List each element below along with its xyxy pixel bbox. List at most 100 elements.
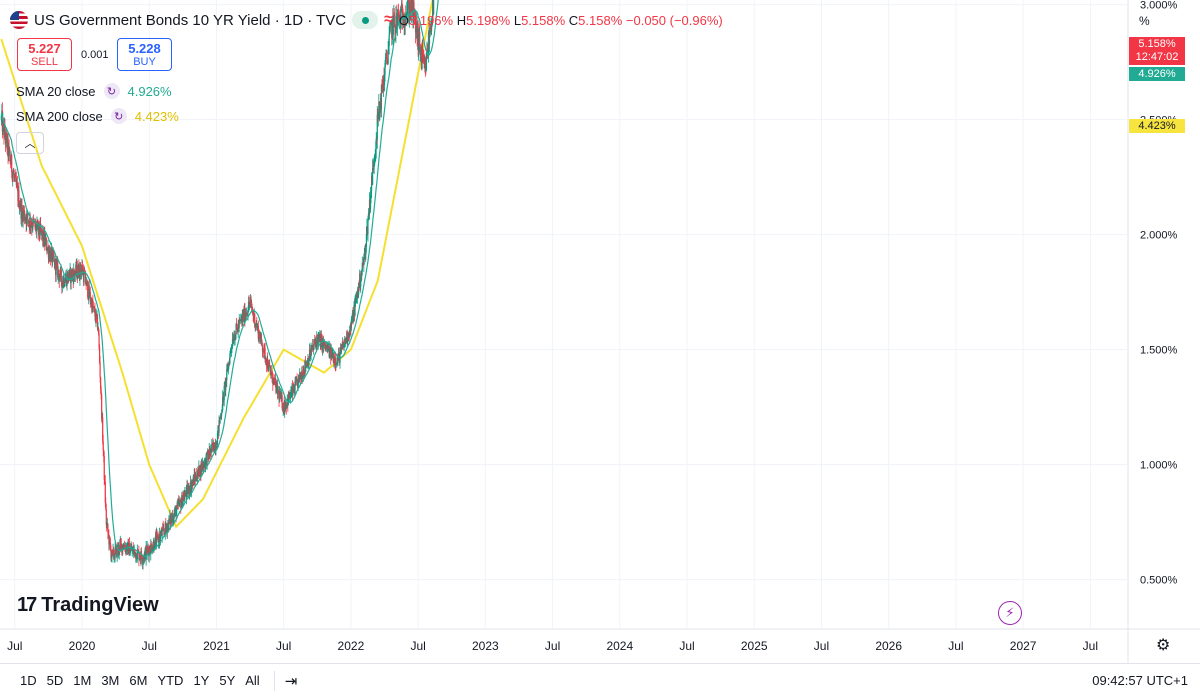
buy-button[interactable]: 5.228 BUY xyxy=(117,38,172,71)
candle-body xyxy=(226,368,228,381)
candle-body xyxy=(265,358,267,364)
candle-body xyxy=(308,359,310,365)
candle-body xyxy=(251,302,253,309)
candle-body xyxy=(313,345,315,349)
candle-body xyxy=(349,325,351,327)
candle-body xyxy=(154,537,156,549)
candle-body xyxy=(422,58,424,59)
candle-body xyxy=(219,417,221,423)
timeframe-3m[interactable]: 3M xyxy=(101,673,120,688)
candle-body xyxy=(379,101,381,106)
candle-body xyxy=(235,323,237,334)
candle-body xyxy=(27,219,29,223)
sma200-legend[interactable]: SMA 200 close ↻ 4.423% xyxy=(16,108,179,124)
candle-body xyxy=(254,313,256,327)
candle-body xyxy=(109,542,112,549)
candle-body xyxy=(405,15,407,19)
candle-body xyxy=(387,49,389,65)
candle-body xyxy=(261,345,264,352)
candle-body xyxy=(268,362,270,366)
timeframe-1m[interactable]: 1M xyxy=(73,673,92,688)
timeframe-1d[interactable]: 1D xyxy=(20,673,37,688)
candle-body xyxy=(397,13,399,16)
candle-body xyxy=(428,36,431,44)
x-tick-label: 2027 xyxy=(1010,639,1037,653)
sma-settings-icon[interactable]: ↻ xyxy=(110,108,127,124)
sma200-line xyxy=(0,0,434,529)
candle-body xyxy=(295,379,297,384)
timeframe-1y[interactable]: 1Y xyxy=(193,673,210,688)
candle-body xyxy=(230,348,233,351)
candle-body xyxy=(394,25,396,28)
candle-body xyxy=(232,340,235,343)
candle-body xyxy=(384,56,387,64)
candle-body xyxy=(220,415,222,417)
sell-button[interactable]: 5.227 SELL xyxy=(17,38,72,71)
candle-body xyxy=(406,9,408,12)
candle-body xyxy=(392,16,394,35)
candle-body xyxy=(429,27,432,30)
date-range-icon[interactable]: ⇥ xyxy=(284,672,298,690)
candle-body xyxy=(414,14,417,33)
chart-title[interactable]: US Government Bonds 10 YR Yield · 1D · T… xyxy=(34,11,347,29)
timeframe-5y[interactable]: 5Y xyxy=(219,673,236,688)
candle-body xyxy=(238,320,240,328)
candle-body xyxy=(269,367,271,372)
x-tick-label: Jul xyxy=(679,639,694,653)
candle-body xyxy=(151,545,153,552)
candle-body xyxy=(237,324,239,332)
candle-body xyxy=(260,334,263,341)
candle-body xyxy=(276,383,279,394)
candle-body xyxy=(370,191,372,195)
candle-body xyxy=(277,390,279,394)
candle-body xyxy=(324,341,326,347)
y-tick-label: 3.000% xyxy=(1140,0,1178,12)
candle-body xyxy=(94,308,96,317)
candle-body xyxy=(193,474,195,486)
candle-body xyxy=(138,550,140,560)
timeframe-all[interactable]: All xyxy=(245,673,260,688)
sma-settings-icon[interactable]: ↻ xyxy=(103,83,120,99)
candle-body xyxy=(282,409,284,411)
candle-body xyxy=(9,147,11,156)
candle-body xyxy=(352,316,355,323)
candle-body xyxy=(268,362,270,371)
candle-body xyxy=(81,265,84,275)
candle-body xyxy=(172,519,175,520)
candle-body xyxy=(35,227,38,231)
candle-body xyxy=(174,508,176,513)
candle-body xyxy=(282,408,284,411)
candle-body xyxy=(222,397,224,411)
candle-body xyxy=(263,345,266,349)
candle-body xyxy=(77,274,79,279)
timeframe-ytd[interactable]: YTD xyxy=(157,673,184,688)
candle-body xyxy=(339,351,341,363)
candle-body xyxy=(156,534,159,536)
candle-body xyxy=(99,362,101,378)
candle-body xyxy=(45,238,47,251)
candle-body xyxy=(111,550,113,558)
candle-body xyxy=(246,312,248,314)
candle-body xyxy=(143,552,146,559)
candle-body xyxy=(360,275,362,282)
candle-body xyxy=(172,519,174,523)
candle-body xyxy=(312,344,314,349)
timeframe-5d[interactable]: 5D xyxy=(46,673,64,688)
collapse-legend-button[interactable]: ︿ xyxy=(16,132,44,154)
candle-body xyxy=(274,377,277,383)
candle-body xyxy=(406,11,408,16)
candle-body xyxy=(361,271,363,276)
candle-body xyxy=(261,340,263,346)
candle-body xyxy=(290,391,293,393)
candle-body xyxy=(426,49,429,55)
candle-body xyxy=(398,15,401,19)
settings-gear-icon[interactable]: ⚙ xyxy=(1156,637,1171,654)
candle-body xyxy=(2,119,4,132)
bolt-icon[interactable]: ⚡ xyxy=(998,601,1022,625)
candle-body xyxy=(422,48,424,59)
sma20-legend[interactable]: SMA 20 close ↻ 4.926% xyxy=(16,83,172,99)
timeframe-6m[interactable]: 6M xyxy=(129,673,148,688)
candle-body xyxy=(182,500,184,507)
candle-body xyxy=(216,432,219,445)
